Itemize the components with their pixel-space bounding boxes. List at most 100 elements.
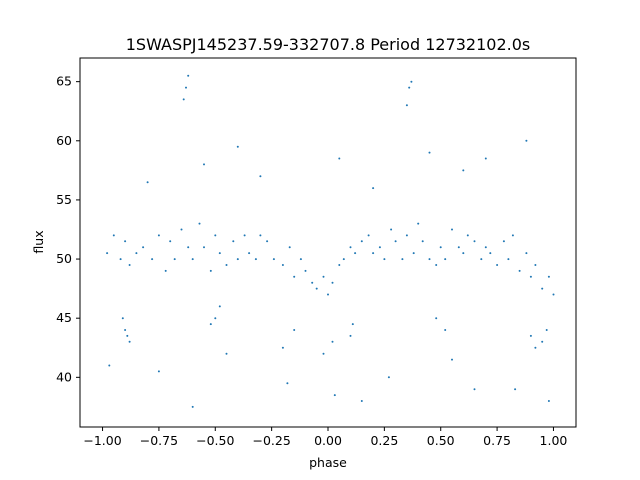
data-point xyxy=(286,382,289,385)
data-point xyxy=(173,258,176,261)
data-point xyxy=(281,264,284,266)
data-point xyxy=(187,246,190,249)
data-point xyxy=(254,258,257,261)
data-point xyxy=(198,222,201,225)
data-point xyxy=(466,234,469,237)
data-point xyxy=(444,258,447,261)
data-point xyxy=(124,329,127,331)
data-point xyxy=(164,269,167,272)
data-point xyxy=(232,240,235,243)
data-point xyxy=(417,222,420,225)
data-point xyxy=(157,370,160,373)
x-tick-label: −1.00 xyxy=(83,433,121,448)
data-point xyxy=(507,258,510,261)
data-point xyxy=(502,240,505,243)
data-point xyxy=(191,258,194,261)
data-point xyxy=(552,293,555,296)
data-point xyxy=(209,323,212,326)
y-tick-label: 60 xyxy=(56,133,72,148)
data-point xyxy=(372,252,375,255)
data-point xyxy=(489,252,492,255)
x-tick-label: 0.00 xyxy=(314,433,342,448)
data-point xyxy=(511,234,514,237)
data-point xyxy=(128,340,131,343)
data-point xyxy=(541,340,544,343)
scatter-points xyxy=(106,74,555,408)
data-point xyxy=(435,264,438,266)
data-point xyxy=(288,246,291,249)
data-point xyxy=(338,264,341,266)
data-point xyxy=(322,275,325,278)
data-point xyxy=(185,86,187,89)
data-point xyxy=(354,252,357,255)
data-point xyxy=(444,329,447,331)
data-point xyxy=(311,281,314,284)
x-tick-label: −0.25 xyxy=(252,433,290,448)
data-point xyxy=(421,240,424,243)
data-point xyxy=(236,145,239,148)
data-point xyxy=(349,246,352,249)
x-tick-label: 0.75 xyxy=(483,433,511,448)
data-point xyxy=(225,264,228,266)
chart-title: 1SWASPJ145237.59-332707.8 Period 1273210… xyxy=(126,35,531,54)
data-point xyxy=(387,376,390,379)
x-tick-label: −0.50 xyxy=(196,433,234,448)
x-tick-label: 0.25 xyxy=(370,433,398,448)
data-point xyxy=(327,293,329,296)
x-tick-label: −0.75 xyxy=(140,433,178,448)
data-point xyxy=(331,340,334,343)
data-point xyxy=(525,139,528,142)
data-point xyxy=(518,269,521,272)
data-point xyxy=(451,228,453,231)
data-point xyxy=(410,80,413,83)
data-point xyxy=(293,275,296,278)
data-point xyxy=(360,240,363,243)
data-point xyxy=(435,317,438,320)
data-point xyxy=(405,104,408,107)
data-point xyxy=(119,258,122,261)
data-point xyxy=(182,98,185,101)
data-point xyxy=(259,175,262,178)
data-point xyxy=(451,358,453,361)
data-point xyxy=(214,234,217,237)
data-point xyxy=(135,252,138,255)
data-point xyxy=(112,234,115,237)
x-axis-ticks: −1.00 −0.75 −0.50 −0.25 0.00 0.25 0.50 0.75 1.00 xyxy=(83,427,567,448)
data-point xyxy=(126,334,129,337)
data-point xyxy=(338,157,341,160)
data-point xyxy=(272,258,275,261)
data-point xyxy=(484,246,487,249)
data-point xyxy=(157,234,160,237)
data-point xyxy=(209,269,212,272)
data-point xyxy=(293,329,296,331)
y-tick-label: 55 xyxy=(56,192,72,207)
data-point xyxy=(405,234,408,237)
data-point xyxy=(214,317,217,320)
data-point xyxy=(428,258,431,261)
data-point xyxy=(333,394,336,397)
data-point xyxy=(218,252,221,255)
data-point xyxy=(412,252,415,255)
data-point xyxy=(124,240,127,243)
data-point xyxy=(394,240,397,243)
data-point xyxy=(545,329,548,331)
data-point xyxy=(541,287,544,290)
data-point xyxy=(191,405,194,408)
data-point xyxy=(236,258,239,261)
data-point xyxy=(547,275,550,278)
data-point xyxy=(304,269,307,272)
data-point xyxy=(151,258,154,261)
x-axis-label: phase xyxy=(309,455,347,470)
data-point xyxy=(457,246,460,249)
data-point xyxy=(439,246,442,249)
data-point xyxy=(169,240,172,243)
data-point xyxy=(248,252,251,255)
data-point xyxy=(106,252,109,255)
data-point xyxy=(203,163,205,166)
data-point xyxy=(128,264,131,266)
data-point xyxy=(473,240,476,243)
data-point xyxy=(480,258,483,261)
data-point xyxy=(299,258,302,261)
y-axis-label: flux xyxy=(31,230,46,253)
